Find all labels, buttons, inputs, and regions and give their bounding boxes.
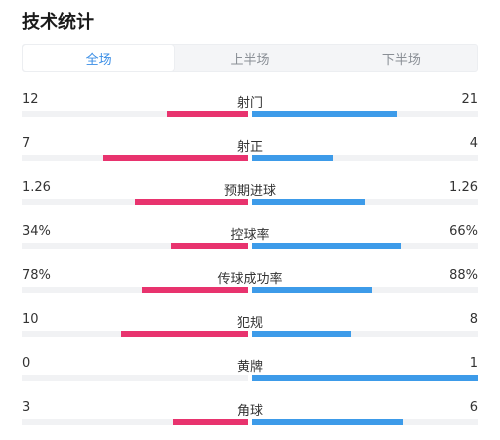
away-bar-track bbox=[252, 155, 478, 161]
stat-label: 射正 bbox=[236, 140, 263, 155]
page-title: 技术统计 bbox=[22, 12, 94, 33]
away-bar-fill bbox=[252, 419, 403, 425]
home-bar-fill bbox=[142, 287, 248, 293]
stat-label: 犯规 bbox=[236, 316, 263, 331]
away-bar-track bbox=[252, 287, 478, 293]
away-bar-fill bbox=[252, 375, 478, 381]
stat-row: 78% 传球成功率 88% bbox=[22, 264, 478, 308]
stat-away-value: 8 bbox=[469, 312, 478, 327]
stat-home-value: 12 bbox=[22, 92, 39, 107]
stat-away-value: 66% bbox=[449, 224, 478, 239]
home-bar-track bbox=[22, 331, 248, 337]
stat-row: 3 角球 6 bbox=[22, 396, 478, 440]
stat-label: 传球成功率 bbox=[217, 272, 283, 287]
stat-home-value: 3 bbox=[22, 400, 31, 415]
home-bar-fill bbox=[135, 199, 248, 205]
stat-away-value: 6 bbox=[469, 400, 478, 415]
home-bar-track bbox=[22, 419, 248, 425]
stat-away-value: 1.26 bbox=[449, 180, 478, 195]
stat-home-value: 78% bbox=[22, 268, 51, 283]
stat-row: 12 射门 21 bbox=[22, 88, 478, 132]
away-bar-track bbox=[252, 419, 478, 425]
home-bar-track bbox=[22, 375, 248, 381]
away-bar-fill bbox=[252, 111, 397, 117]
home-bar-track bbox=[22, 199, 248, 205]
home-bar-fill bbox=[171, 243, 248, 249]
away-bar-fill bbox=[252, 287, 372, 293]
home-bar-track bbox=[22, 155, 248, 161]
stat-label: 角球 bbox=[236, 404, 263, 419]
tab-full-match[interactable]: 全场 bbox=[23, 45, 175, 71]
stat-row: 0 黄牌 1 bbox=[22, 352, 478, 396]
home-bar-track bbox=[22, 287, 248, 293]
stat-away-value: 1 bbox=[469, 356, 478, 371]
away-bar-track bbox=[252, 375, 478, 381]
away-bar-fill bbox=[252, 243, 401, 249]
stat-row: 7 射正 4 bbox=[22, 132, 478, 176]
stat-away-value: 21 bbox=[461, 92, 478, 107]
stat-row: 1.26 预期进球 1.26 bbox=[22, 176, 478, 220]
away-bar-fill bbox=[252, 331, 351, 337]
away-bar-fill bbox=[252, 199, 365, 205]
stat-home-value: 0 bbox=[22, 356, 31, 371]
away-bar-track bbox=[252, 243, 478, 249]
stat-away-value: 88% bbox=[449, 268, 478, 283]
stat-label: 黄牌 bbox=[236, 360, 263, 375]
period-tabs: 全场 上半场 下半场 bbox=[22, 44, 478, 72]
stat-label: 预期进球 bbox=[223, 184, 276, 199]
stat-away-value: 4 bbox=[469, 136, 478, 151]
stats-list: 12 射门 21 7 射正 4 1.26 预期进球 1.26 34% 控球率 66% 78% 传球成功率 8… bbox=[22, 88, 478, 440]
away-bar-track bbox=[252, 111, 478, 117]
home-bar-fill bbox=[173, 419, 248, 425]
stat-row: 34% 控球率 66% bbox=[22, 220, 478, 264]
away-bar-track bbox=[252, 199, 478, 205]
stat-row: 10 犯规 8 bbox=[22, 308, 478, 352]
stat-home-value: 7 bbox=[22, 136, 31, 151]
tab-second-half[interactable]: 下半场 bbox=[381, 52, 421, 68]
stat-label: 控球率 bbox=[230, 228, 270, 243]
stat-home-value: 34% bbox=[22, 224, 51, 239]
tab-first-half[interactable]: 上半场 bbox=[230, 52, 270, 68]
home-bar-fill bbox=[121, 331, 248, 337]
away-bar-fill bbox=[252, 155, 333, 161]
stat-home-value: 10 bbox=[22, 312, 39, 327]
home-bar-fill bbox=[167, 111, 248, 117]
stat-home-value: 1.26 bbox=[22, 180, 51, 195]
stat-label: 射门 bbox=[236, 96, 263, 111]
away-bar-track bbox=[252, 331, 478, 337]
home-bar-fill bbox=[103, 155, 248, 161]
home-bar-track bbox=[22, 111, 248, 117]
home-bar-track bbox=[22, 243, 248, 249]
